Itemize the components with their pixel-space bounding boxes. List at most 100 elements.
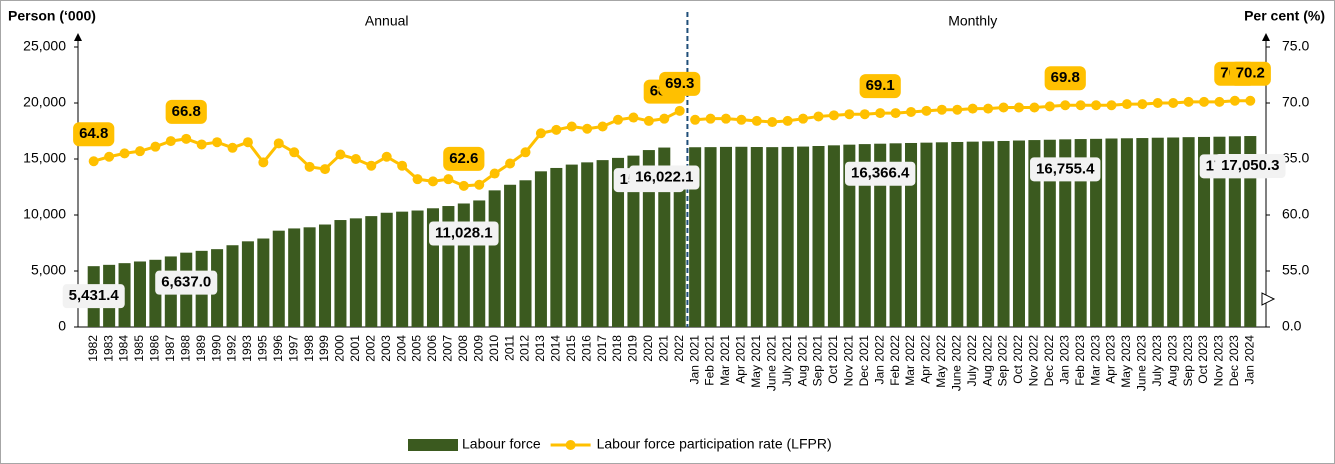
bar <box>133 261 146 327</box>
data-label-group: 69.8 <box>1044 66 1086 91</box>
x-tick-label: Jan 2023 <box>1057 335 1071 385</box>
x-tick-label: July 2022 <box>965 335 979 387</box>
bar <box>380 212 393 327</box>
x-tick-label: 2021 <box>656 335 670 362</box>
x-tick-label: 1999 <box>317 335 331 362</box>
x-tick-label: June 2022 <box>949 335 963 391</box>
line-marker <box>489 168 500 179</box>
bar <box>1198 136 1211 327</box>
line-marker <box>1013 102 1024 113</box>
bar <box>319 224 332 327</box>
data-label-group: 11,028.1 <box>429 221 499 246</box>
line-marker <box>458 180 469 191</box>
line-marker <box>582 123 593 134</box>
x-tick-label: Feb 2022 <box>888 335 902 386</box>
bar <box>797 146 810 327</box>
x-tick-label: 2000 <box>333 335 347 362</box>
line-marker <box>273 138 284 149</box>
y-axis-arrow <box>74 33 82 41</box>
x-tick-label: 2006 <box>425 335 439 362</box>
bar <box>982 141 995 327</box>
x-tick-label: 2002 <box>363 335 377 362</box>
x-tick-label: 2008 <box>456 335 470 362</box>
y2-tick-label: 75.0 <box>1282 38 1309 54</box>
bar <box>951 141 964 327</box>
data-label-box <box>1030 157 1101 182</box>
x-tick-label: Dec 2022 <box>1042 335 1056 387</box>
x-tick-label: May 2023 <box>1119 335 1133 388</box>
bar <box>596 160 609 327</box>
bar <box>396 211 409 327</box>
bar <box>673 171 686 327</box>
data-label-box <box>659 71 701 96</box>
bar <box>642 150 655 327</box>
x-tick-label: Oct 2022 <box>1011 335 1025 384</box>
bar <box>349 218 362 327</box>
x-tick-label: June 2021 <box>764 335 778 391</box>
data-label: 17,050.3 <box>1221 157 1279 174</box>
bar <box>1012 140 1025 327</box>
bar <box>689 147 702 327</box>
x-tick-label: 2019 <box>626 335 640 362</box>
line-marker <box>1229 95 1240 106</box>
bar <box>735 146 748 327</box>
line-marker <box>767 117 778 128</box>
data-label: 69.1 <box>866 77 895 94</box>
x-tick-label: 1984 <box>117 335 131 362</box>
legend-swatch <box>565 440 576 450</box>
bar <box>905 142 918 327</box>
bar <box>719 146 732 327</box>
line-marker <box>613 114 624 125</box>
x-tick-label: 1989 <box>194 335 208 362</box>
bar <box>658 147 671 327</box>
x-tick-label: 2003 <box>379 335 393 362</box>
line-marker <box>597 121 608 132</box>
line-marker <box>983 103 994 114</box>
line-marker <box>427 176 438 187</box>
line-marker <box>720 113 731 124</box>
x-tick-label: 2016 <box>579 335 593 362</box>
line-marker <box>1091 100 1102 111</box>
bar <box>997 140 1010 327</box>
y2-tick-label: 55.0 <box>1282 262 1309 278</box>
line-marker <box>998 102 1009 113</box>
line-marker <box>381 151 392 162</box>
data-label: 16,022.1 <box>635 169 693 186</box>
line-marker <box>165 136 176 147</box>
line-marker <box>535 128 546 139</box>
data-label-group: 62.6 <box>443 146 485 171</box>
x-tick-label: 2011 <box>502 335 516 361</box>
bar <box>1059 139 1072 327</box>
data-label-box <box>1044 66 1086 91</box>
line-marker <box>1044 101 1055 112</box>
bar <box>1090 138 1103 327</box>
bar <box>272 230 285 327</box>
bar <box>411 210 424 327</box>
x-tick-label: Dec 2021 <box>857 335 871 387</box>
bar <box>966 141 979 327</box>
data-label-group: 17,050.3 <box>1215 154 1286 179</box>
bar <box>1151 137 1164 327</box>
bar <box>1182 137 1195 327</box>
x-tick-label: Nov 2023 <box>1212 335 1226 387</box>
bar <box>1043 139 1056 327</box>
bar <box>1120 138 1133 327</box>
x-tick-label: July 2021 <box>780 335 794 387</box>
x-tick-label: Nov 2021 <box>842 335 856 387</box>
bar <box>750 147 763 327</box>
x-tick-label: Sep 2021 <box>811 335 825 387</box>
line-marker <box>150 141 161 152</box>
x-tick-label: Feb 2023 <box>1073 335 1087 386</box>
line-marker <box>643 115 654 126</box>
y-tick-label: 0 <box>58 318 66 334</box>
line-marker <box>1137 99 1148 110</box>
x-tick-label: July 2023 <box>1150 335 1164 387</box>
line-marker <box>505 158 516 169</box>
data-label-box <box>165 99 207 124</box>
data-label: 69.8 <box>1051 69 1080 86</box>
line-marker <box>1245 95 1256 106</box>
bar <box>473 200 486 327</box>
line-marker <box>304 161 315 172</box>
line-marker <box>813 111 824 122</box>
